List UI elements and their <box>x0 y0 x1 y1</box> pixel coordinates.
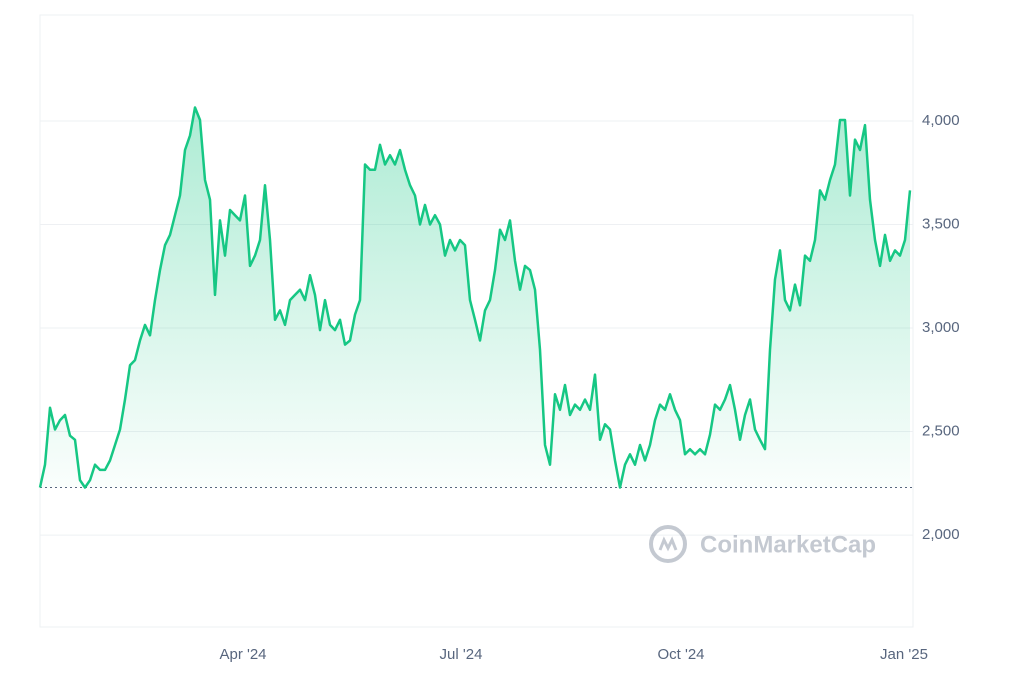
x-tick-label: Apr '24 <box>219 646 266 663</box>
y-tick-label: 2,500 <box>922 423 960 440</box>
plot-frame <box>39 14 914 628</box>
y-tick-label: 2,000 <box>922 526 960 543</box>
watermark: CoinMarketCap <box>649 525 876 563</box>
area-fill <box>40 107 910 488</box>
watermark-text: CoinMarketCap <box>700 531 876 558</box>
y-tick-label: 3,500 <box>922 215 960 232</box>
x-tick-label: Jan '25 <box>880 646 928 663</box>
y-tick-label: 4,000 <box>922 112 960 129</box>
price-line <box>38 106 912 489</box>
plot <box>38 106 913 489</box>
y-tick-label: 3,000 <box>922 319 960 336</box>
x-tick-label: Jul '24 <box>440 646 483 663</box>
x-tick-label: Oct '24 <box>657 646 704 663</box>
